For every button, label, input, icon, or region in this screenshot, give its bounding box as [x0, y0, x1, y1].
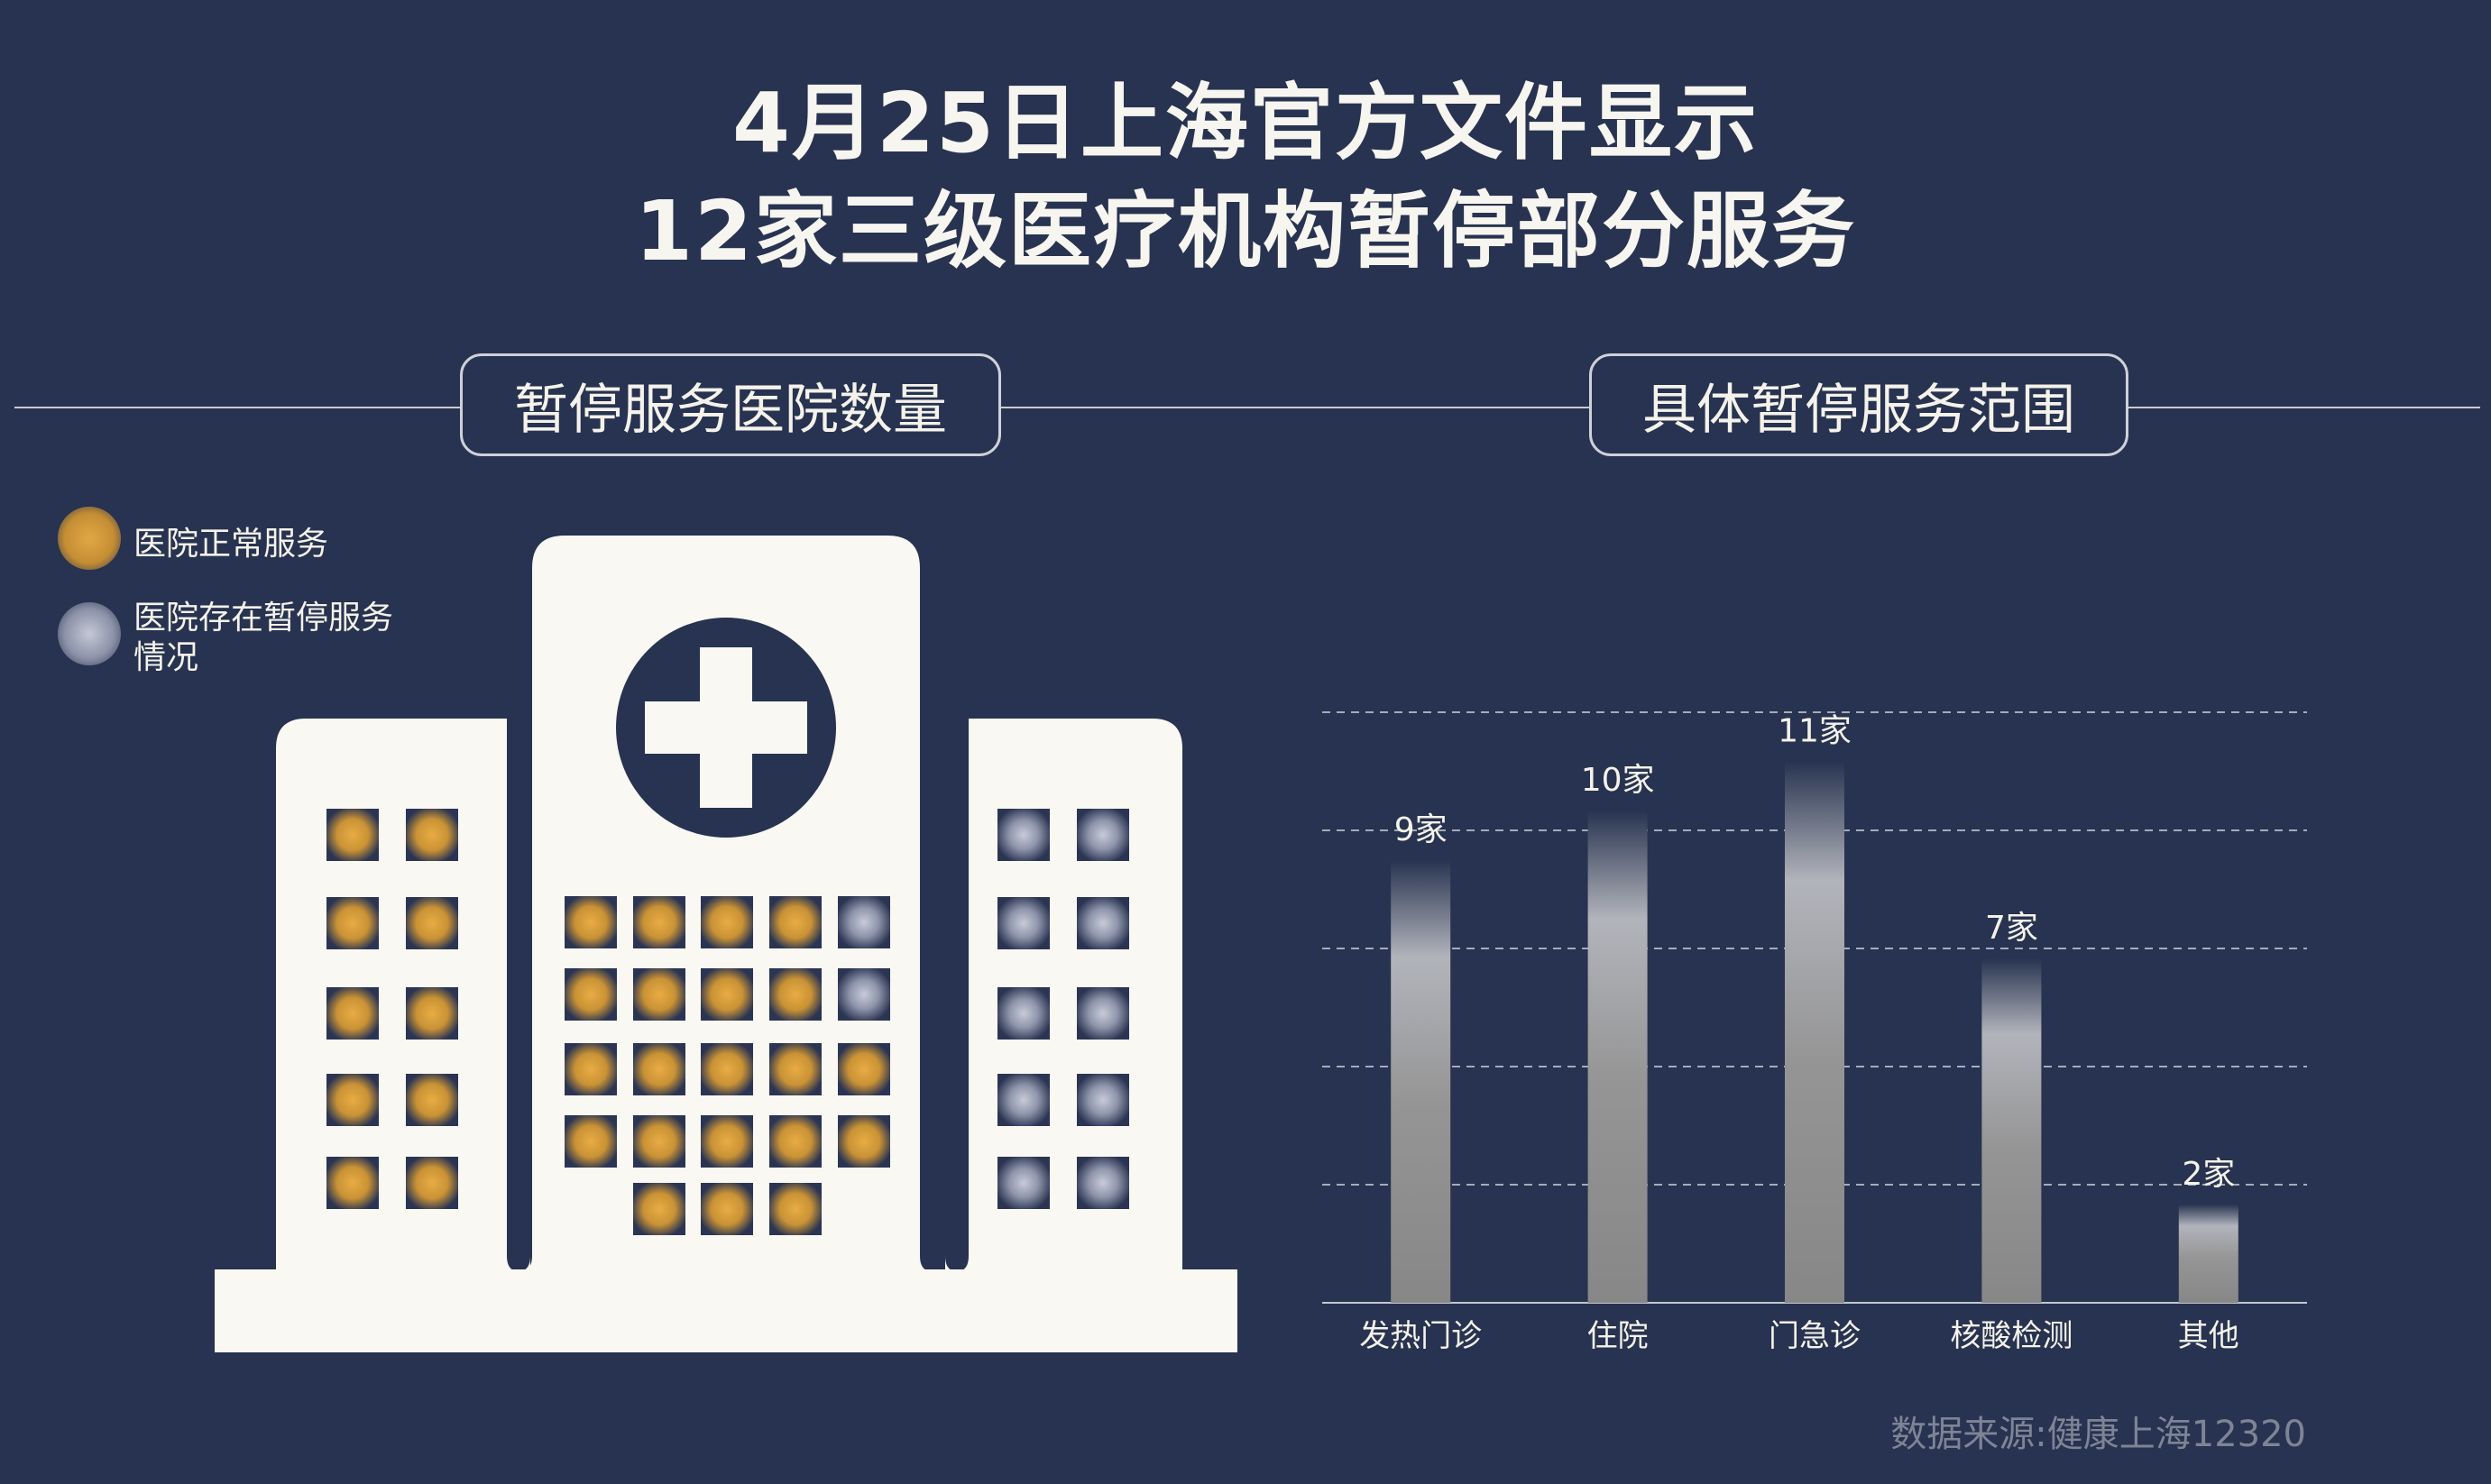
window-normal-service: [326, 897, 379, 949]
bar-value-label: 9家: [1394, 811, 1448, 848]
section-heading-hospital-count: 暂停服务医院数量: [460, 353, 1001, 456]
window-normal-service: [838, 1115, 890, 1168]
window-normal-service: [406, 897, 458, 949]
window-normal-service: [769, 968, 822, 1021]
window-suspended-service: [1077, 809, 1129, 861]
window-normal-service: [565, 968, 617, 1021]
legend-item-suspended: 医院存在暂停服务情况: [58, 600, 422, 678]
normal-service-dot-icon: [58, 507, 121, 570]
bar-value-label: 7家: [1985, 910, 2038, 947]
window-suspended-service: [1077, 987, 1129, 1040]
window-suspended-service: [838, 896, 890, 948]
window-normal-service: [565, 896, 617, 948]
window-suspended-service: [1077, 897, 1129, 949]
medical-cross-icon: [700, 647, 752, 808]
window-normal-service: [769, 1183, 822, 1235]
suspended-service-dot-icon: [58, 602, 121, 665]
window-normal-service: [769, 1043, 822, 1095]
window-normal-service: [701, 1043, 753, 1095]
window-normal-service: [769, 1115, 822, 1168]
category-label: 其他: [2178, 1318, 2239, 1354]
window-suspended-service: [997, 987, 1050, 1040]
window-suspended-service: [838, 968, 890, 1021]
window-normal-service: [633, 1183, 685, 1235]
divider-line: [1001, 407, 1589, 408]
legend-label-suspended: 医院存在暂停服务情况: [133, 600, 394, 676]
window-suspended-service: [1077, 1074, 1129, 1126]
window-normal-service: [633, 1043, 685, 1095]
category-label: 核酸检测: [1950, 1318, 2073, 1354]
window-normal-service: [326, 1157, 379, 1209]
window-normal-service: [633, 896, 685, 948]
window-suspended-service: [997, 1074, 1050, 1126]
category-label: 发热门诊: [1359, 1318, 1482, 1354]
section-heading-service-scope: 具体暂停服务范围: [1589, 353, 2128, 456]
window-suspended-service: [997, 809, 1050, 861]
window-normal-service: [406, 987, 458, 1040]
window-normal-service: [769, 896, 822, 948]
window-normal-service: [326, 987, 379, 1040]
bar: [1587, 811, 1648, 1303]
window-normal-service: [406, 1157, 458, 1209]
window-normal-service: [701, 1183, 753, 1235]
window-normal-service: [565, 1115, 617, 1168]
bar-value-label: 10家: [1581, 762, 1655, 799]
bar: [1981, 957, 2042, 1303]
window-normal-service: [633, 968, 685, 1021]
window-normal-service: [633, 1115, 685, 1168]
bar: [2178, 1204, 2238, 1303]
window-suspended-service: [997, 897, 1050, 949]
window-normal-service: [326, 809, 379, 861]
category-label: 住院: [1587, 1318, 1649, 1354]
page-title-line1: 4月25日上海官方文件显示: [731, 75, 1760, 171]
category-label: 门急诊: [1769, 1318, 1861, 1354]
window-normal-service: [565, 1043, 617, 1095]
legend-label-normal: 医院正常服务: [133, 526, 329, 563]
bar-value-label: 2家: [2182, 1156, 2235, 1193]
window-normal-service: [406, 1074, 458, 1126]
divider-line: [14, 407, 460, 408]
window-normal-service: [838, 1043, 890, 1095]
window-suspended-service: [997, 1157, 1050, 1209]
bar-value-label: 11家: [1778, 713, 1852, 750]
bar: [1391, 859, 1451, 1303]
divider-line: [2128, 407, 2480, 408]
bar: [1785, 761, 1844, 1303]
data-source-note: 数据来源:健康上海12320: [1890, 1414, 2306, 1455]
window-normal-service: [406, 809, 458, 861]
window-normal-service: [701, 968, 753, 1021]
window-normal-service: [701, 896, 753, 948]
window-suspended-service: [1077, 1157, 1129, 1209]
window-normal-service: [701, 1115, 753, 1168]
building-base: [215, 1269, 1237, 1352]
page-title-line2: 12家三级医疗机构暂停部分服务: [634, 183, 1857, 279]
legend-item-normal: 医院正常服务: [58, 507, 431, 570]
window-normal-service: [326, 1074, 379, 1126]
